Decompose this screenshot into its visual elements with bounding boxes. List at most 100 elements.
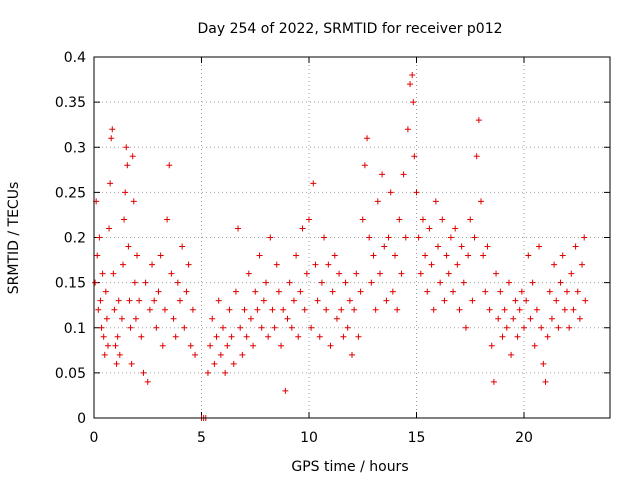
data-point bbox=[94, 252, 101, 259]
data-point bbox=[278, 342, 285, 349]
data-point bbox=[288, 324, 295, 331]
data-point bbox=[581, 234, 588, 241]
data-point bbox=[443, 252, 450, 259]
data-point bbox=[295, 333, 302, 340]
data-point bbox=[568, 270, 575, 277]
data-point bbox=[211, 360, 218, 367]
data-point bbox=[392, 252, 398, 259]
data-point bbox=[128, 360, 135, 367]
x-tick-label: 20 bbox=[515, 430, 533, 446]
data-point bbox=[275, 288, 282, 295]
data-point bbox=[344, 324, 351, 331]
data-point bbox=[110, 270, 117, 277]
data-point bbox=[263, 279, 269, 286]
data-point bbox=[372, 306, 379, 313]
data-point bbox=[521, 324, 527, 331]
data-point bbox=[241, 306, 248, 313]
data-point bbox=[424, 288, 431, 295]
data-point bbox=[368, 279, 375, 286]
data-point bbox=[187, 342, 194, 349]
data-point bbox=[213, 333, 220, 340]
data-point bbox=[462, 324, 469, 331]
data-point bbox=[327, 342, 334, 349]
y-tick-label: 0.35 bbox=[55, 95, 86, 111]
data-point bbox=[271, 324, 278, 331]
data-point bbox=[111, 306, 118, 313]
data-point bbox=[318, 279, 325, 286]
data-point bbox=[570, 306, 577, 313]
data-point bbox=[561, 306, 568, 313]
data-point bbox=[404, 126, 411, 133]
data-point bbox=[127, 324, 134, 331]
data-point bbox=[140, 369, 147, 376]
data-point bbox=[237, 324, 244, 331]
data-point bbox=[488, 342, 495, 349]
data-point bbox=[136, 297, 143, 304]
data-point bbox=[100, 333, 107, 340]
data-point bbox=[126, 297, 133, 304]
y-tick-label: 0.2 bbox=[64, 231, 86, 247]
data-point bbox=[428, 261, 435, 268]
data-point bbox=[407, 81, 414, 88]
data-point bbox=[316, 333, 323, 340]
data-point bbox=[379, 171, 386, 178]
data-point bbox=[402, 234, 409, 241]
data-point bbox=[514, 333, 521, 340]
data-point bbox=[155, 288, 162, 295]
data-point bbox=[508, 351, 515, 358]
data-point bbox=[118, 315, 125, 322]
data-point bbox=[149, 261, 156, 268]
data-point bbox=[426, 225, 433, 232]
data-point bbox=[400, 171, 407, 178]
y-tick-label: 0.15 bbox=[55, 276, 86, 292]
data-point bbox=[102, 288, 109, 295]
data-point bbox=[123, 144, 130, 151]
data-point bbox=[104, 342, 111, 349]
plot-frame bbox=[93, 56, 611, 419]
data-point bbox=[555, 324, 562, 331]
data-point bbox=[497, 288, 504, 295]
data-point bbox=[398, 270, 405, 277]
data-point bbox=[284, 315, 291, 322]
data-point bbox=[192, 351, 199, 358]
data-point bbox=[95, 306, 102, 313]
data-point bbox=[297, 288, 304, 295]
data-point bbox=[551, 261, 558, 268]
data-point bbox=[232, 288, 239, 295]
data-point bbox=[209, 315, 216, 322]
data-point bbox=[445, 270, 452, 277]
data-point bbox=[471, 234, 478, 241]
data-point bbox=[331, 252, 338, 259]
data-point bbox=[499, 333, 506, 340]
data-point bbox=[525, 252, 532, 259]
data-point bbox=[523, 297, 530, 304]
data-point bbox=[286, 279, 293, 286]
data-point bbox=[269, 306, 276, 313]
data-point bbox=[458, 243, 465, 250]
data-point bbox=[226, 306, 233, 313]
data-point bbox=[574, 288, 581, 295]
data-point bbox=[258, 324, 265, 331]
data-point bbox=[361, 162, 368, 169]
data-point bbox=[157, 252, 164, 259]
data-point bbox=[312, 261, 319, 268]
data-point bbox=[314, 297, 321, 304]
data-point bbox=[256, 252, 263, 259]
data-point bbox=[533, 306, 540, 313]
data-point bbox=[454, 261, 461, 268]
data-point bbox=[518, 288, 525, 295]
data-point bbox=[142, 279, 149, 286]
data-point bbox=[394, 306, 401, 313]
data-point bbox=[230, 360, 237, 367]
data-point bbox=[222, 369, 229, 376]
data-point bbox=[370, 252, 377, 259]
data-point bbox=[113, 360, 120, 367]
data-point bbox=[179, 243, 186, 250]
data-point bbox=[389, 288, 396, 295]
data-point bbox=[486, 306, 493, 313]
data-point bbox=[323, 306, 330, 313]
data-point bbox=[217, 351, 224, 358]
data-point bbox=[490, 378, 497, 385]
